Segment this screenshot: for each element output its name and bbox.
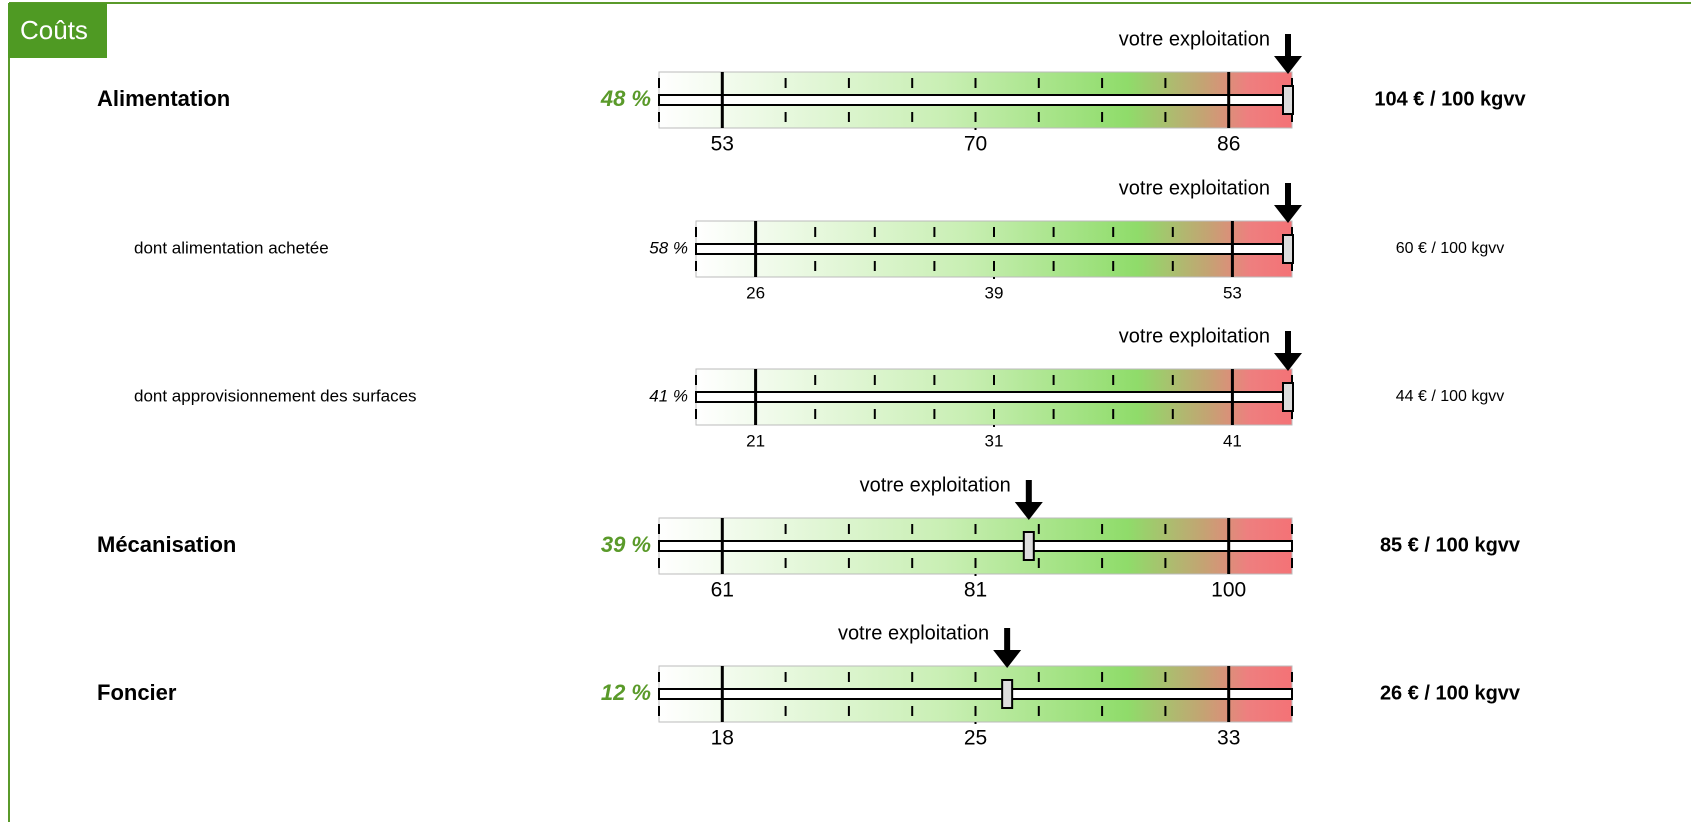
percent-label: 12 % [601, 680, 651, 705]
tick-label: 81 [964, 579, 987, 602]
value-label: 44 € / 100 kgvv [1396, 388, 1505, 405]
percent-label: 58 % [649, 238, 688, 257]
gauge-track [658, 688, 1293, 700]
tick-label: 53 [711, 133, 734, 156]
tick-label: 25 [964, 727, 987, 750]
value-label: 104 € / 100 kgvv [1374, 88, 1526, 110]
tick-label: 61 [711, 579, 734, 602]
tick-label: 100 [1211, 579, 1246, 602]
tick-label: 33 [1217, 727, 1240, 750]
annotation: votre exploitation [860, 474, 1011, 496]
value-marker [1001, 679, 1014, 709]
value-marker [1022, 531, 1035, 561]
row-title: Foncier [97, 680, 177, 705]
gauge-track [658, 540, 1293, 552]
arrow-head [1274, 353, 1302, 371]
gauge-track [695, 391, 1293, 403]
annotation: votre exploitation [1119, 28, 1270, 50]
header-title: Coûts [20, 15, 88, 45]
arrow-head [1274, 56, 1302, 74]
value-label: 85 € / 100 kgvv [1380, 534, 1521, 556]
gauge-track [658, 94, 1293, 106]
value-marker [1282, 382, 1294, 412]
annotation: votre exploitation [838, 622, 989, 644]
tick-label: 86 [1217, 133, 1240, 156]
value-label: 60 € / 100 kgvv [1396, 240, 1505, 257]
tick-label: 26 [746, 283, 765, 302]
arrow-head [1274, 205, 1302, 223]
row-title: dont alimentation achetée [134, 238, 329, 257]
row-title: dont approvisionnement des surfaces [134, 386, 417, 405]
percent-label: 48 % [600, 86, 651, 111]
tick-label: 39 [985, 283, 1004, 302]
tick-label: 21 [746, 431, 765, 450]
value-label: 26 € / 100 kgvv [1380, 682, 1521, 704]
tick-label: 31 [985, 431, 1004, 450]
annotation: votre exploitation [1119, 325, 1270, 347]
value-marker [1282, 85, 1294, 115]
arrow-head [993, 650, 1022, 668]
row-title: Alimentation [97, 86, 230, 111]
percent-label: 39 % [601, 532, 651, 557]
tick-label: 70 [964, 133, 987, 156]
tick-label: 53 [1223, 283, 1242, 302]
gauge-track [695, 243, 1293, 255]
percent-label: 41 % [649, 386, 688, 405]
row-title: Mécanisation [97, 532, 236, 557]
arrow-head [1014, 502, 1043, 520]
value-marker [1282, 234, 1294, 264]
header-box [8, 3, 107, 58]
tick-label: 41 [1223, 431, 1242, 450]
annotation: votre exploitation [1119, 177, 1270, 199]
tick-label: 18 [711, 727, 734, 750]
